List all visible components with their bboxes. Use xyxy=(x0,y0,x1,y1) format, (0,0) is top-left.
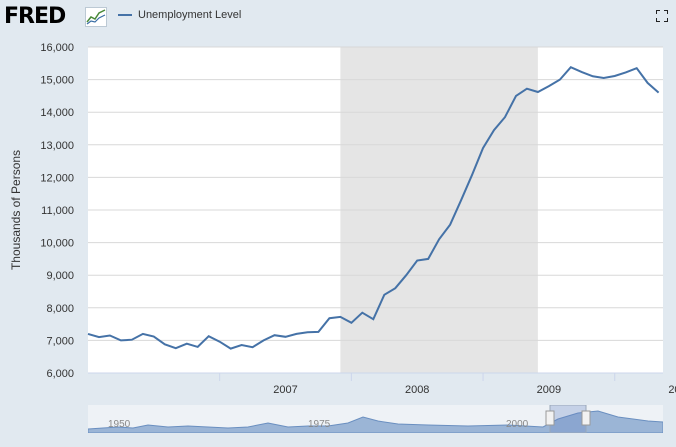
navigator-tick-label: 1975 xyxy=(308,419,331,430)
x-tick-label: 2008 xyxy=(405,384,429,396)
navigator-handle-left[interactable] xyxy=(545,410,555,426)
series-line-unemployment-level xyxy=(87,65,660,350)
y-tick-label: 12,000 xyxy=(40,172,74,184)
y-axis: 6,000 7,000 8,000 9,000 10,000 11,000 12,000 13… xyxy=(40,42,74,380)
x-axis: 2007 2008 2009 2010 xyxy=(88,372,676,396)
y-tick-label: 11,000 xyxy=(41,205,74,217)
y-tick-label: 9,000 xyxy=(46,270,74,282)
navigator-selection[interactable] xyxy=(549,405,587,433)
y-tick-label: 13,000 xyxy=(40,140,74,152)
navigator-handle-right[interactable] xyxy=(581,410,591,426)
range-navigator[interactable]: 1950 1975 2000 xyxy=(88,405,663,433)
navigator-series-area xyxy=(88,410,663,433)
y-tick-label: 6,000 xyxy=(46,368,74,380)
y-tick-label: 8,000 xyxy=(46,303,74,315)
y-axis-label: Thousands of Persons xyxy=(9,150,23,270)
y-tick-label: 10,000 xyxy=(40,238,74,250)
line-chart-icon xyxy=(85,7,107,27)
x-tick-label: 2010 xyxy=(668,384,676,396)
y-tick-label: 16,000 xyxy=(40,42,74,54)
navigator-tick-label: 2000 xyxy=(506,419,529,430)
line-chart: 6,000 7,000 8,000 9,000 10,000 11,000 12,000 13… xyxy=(9,42,676,396)
legend-swatch xyxy=(118,14,132,16)
chart-legend: Unemployment Level xyxy=(118,9,241,21)
x-tick-label: 2009 xyxy=(537,384,561,396)
y-tick-label: 7,000 xyxy=(46,335,74,347)
fred-logo[interactable]: FRED xyxy=(4,4,66,29)
y-tick-label: 15,000 xyxy=(40,75,74,87)
y-tick-label: 14,000 xyxy=(40,107,74,119)
navigator-tick-label: 1950 xyxy=(108,419,131,430)
x-tick-label: 2007 xyxy=(273,384,297,396)
legend-label: Unemployment Level xyxy=(138,9,242,21)
